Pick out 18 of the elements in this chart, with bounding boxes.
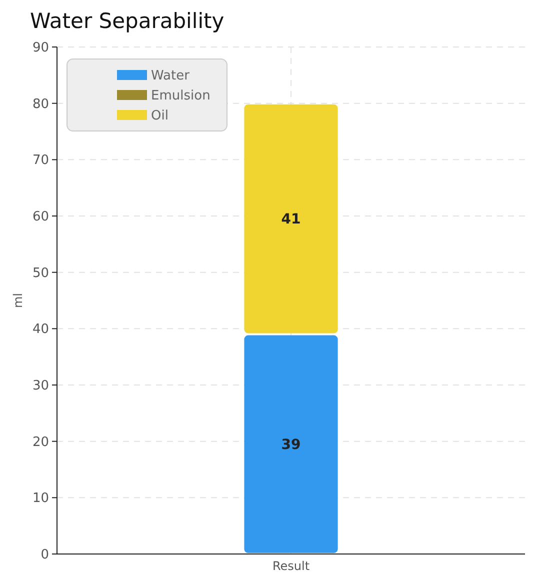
data-label: 41 [281,212,301,228]
y-axis-title: ml [11,292,25,308]
legend-label: Oil [151,108,168,124]
y-tick-label: 70 [32,153,49,168]
legend-label: Water [151,68,190,84]
chart-title: Water Separability [30,9,224,33]
y-tick-label: 80 [32,96,49,112]
y-tick-label: 40 [32,322,49,338]
y-tick-label: 50 [32,266,49,281]
y-tick-label: 30 [32,378,49,394]
y-tick-label: 10 [32,491,49,506]
data-label: 39 [281,437,301,454]
y-tick-label: 90 [32,40,49,56]
y-tick-label: 60 [32,210,49,225]
y-tick-label: 20 [32,434,49,450]
legend-label: Emulsion [151,88,210,104]
y-tick-label: 0 [40,548,49,563]
x-tick-label: Result [272,559,310,573]
